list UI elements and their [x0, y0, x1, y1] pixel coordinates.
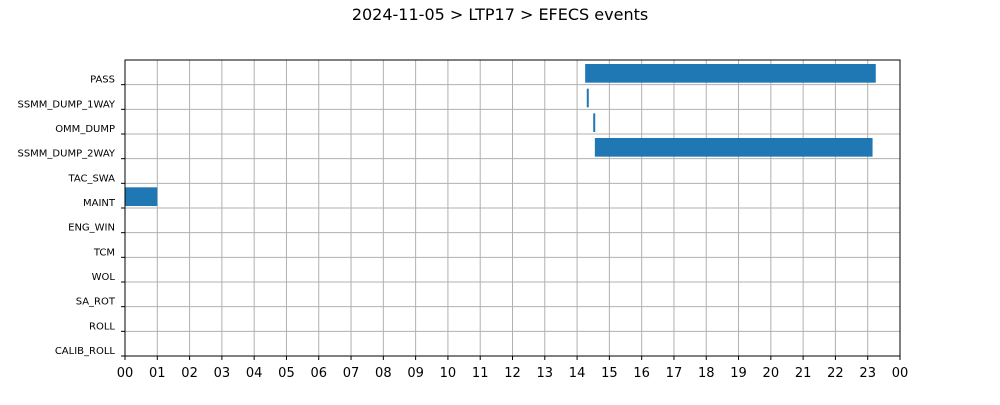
event-bar-omm-dump: [593, 113, 596, 132]
x-tick-label: 05: [278, 366, 295, 381]
x-tick-label: 21: [795, 366, 812, 381]
y-tick-label: SA_ROT: [76, 297, 116, 308]
y-tick-label: SSMM_DUMP_2WAY: [17, 149, 115, 160]
y-tick-label: ROLL: [89, 321, 115, 332]
x-tick-label: 14: [569, 366, 586, 381]
x-tick-label: 00: [892, 366, 909, 381]
x-tick-label: 08: [375, 366, 392, 381]
y-tick-label: SSMM_DUMP_1WAY: [17, 99, 115, 110]
x-tick-label: 18: [698, 366, 715, 381]
x-tick-label: 13: [537, 366, 554, 381]
y-axis: PASS SSMM_DUMP_1WAY OMM_DUMP SSMM_DUMP_2WAY…: [17, 75, 125, 357]
y-tick-label: TAC_SWA: [67, 173, 115, 184]
y-tick-label: WOL: [92, 272, 116, 283]
x-tick-label: 09: [407, 366, 424, 381]
y-tick-label: MAINT: [83, 198, 116, 209]
y-tick-label: PASS: [90, 75, 115, 86]
x-tick-label: 03: [214, 366, 231, 381]
x-tick-label: 22: [827, 366, 844, 381]
x-tick-label: 00: [117, 366, 134, 381]
x-tick-label: 01: [149, 366, 166, 381]
chart-title: 2024-11-05 > LTP17 > EFECS events: [351, 5, 649, 24]
event-bars: [125, 64, 876, 206]
x-tick-label: 17: [666, 366, 683, 381]
x-tick-label: 15: [601, 366, 618, 381]
event-bar-maint: [125, 187, 158, 206]
x-tick-label: 12: [504, 366, 521, 381]
x-tick-label: 19: [730, 366, 747, 381]
y-tick-label: TCM: [93, 247, 115, 258]
x-tick-label: 10: [440, 366, 457, 381]
y-tick-label: ENG_WIN: [68, 223, 115, 234]
x-tick-label: 11: [472, 366, 489, 381]
x-tick-label: 07: [343, 366, 360, 381]
y-tick-label: OMM_DUMP: [55, 124, 115, 135]
x-axis: 00 01 02 03 04 05 06 07 08 09 10 11 12 13 14 15 16 17 18 19…: [117, 356, 909, 381]
x-tick-label: 23: [859, 366, 876, 381]
x-tick-label: 04: [246, 366, 263, 381]
x-tick-label: 06: [310, 366, 327, 381]
y-tick-label: CALIB_ROLL: [55, 346, 116, 357]
grid: [124, 60, 901, 357]
x-tick-label: 20: [763, 366, 780, 381]
event-bar-ssmm-dump-1way: [586, 88, 589, 108]
event-bar-pass: [585, 64, 876, 83]
x-tick-label: 02: [181, 366, 198, 381]
x-tick-label: 16: [633, 366, 650, 381]
event-bar-ssmm-dump-2way: [594, 138, 873, 157]
